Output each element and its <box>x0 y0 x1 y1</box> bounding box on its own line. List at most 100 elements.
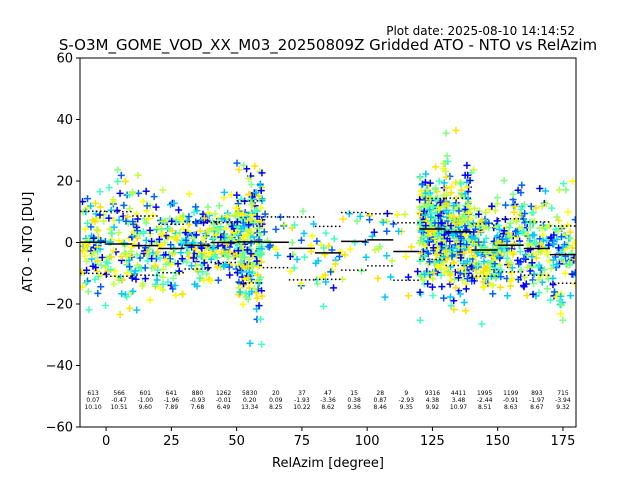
scatter-point <box>288 239 296 247</box>
scatter-point <box>83 266 91 274</box>
scatter-point <box>139 280 147 288</box>
scatter-point <box>125 256 133 264</box>
scatter-point <box>432 184 440 192</box>
scatter-point <box>254 271 262 279</box>
scatter-point <box>480 283 488 291</box>
scatter-point <box>115 237 123 245</box>
scatter-point <box>568 244 576 252</box>
scatter-point <box>478 216 486 224</box>
scatter-point <box>170 274 178 282</box>
scatter-point <box>466 177 474 185</box>
scatter-point <box>450 218 458 226</box>
scatter-point <box>440 294 448 302</box>
scatter-point <box>526 219 534 227</box>
scatter-point <box>481 247 489 255</box>
scatter-point <box>421 232 429 240</box>
x-tick-label: 25 <box>163 434 180 449</box>
scatter-point <box>114 166 122 174</box>
scatter-point <box>243 246 251 254</box>
scatter-point <box>500 227 508 235</box>
scatter-point <box>550 288 558 296</box>
scatter-point <box>473 240 481 248</box>
scatter-point <box>141 275 149 283</box>
scatter-point <box>495 221 503 229</box>
scatter-point <box>427 213 435 221</box>
scatter-point <box>164 278 172 286</box>
bin-count-label: 893 <box>531 390 543 397</box>
scatter-point <box>193 282 201 290</box>
scatter-point <box>346 245 354 253</box>
scatter-point <box>449 244 457 252</box>
scatter-point <box>200 259 208 267</box>
scatter-point <box>466 223 474 231</box>
scatter-point <box>494 253 502 261</box>
scatter-point <box>175 206 183 214</box>
scatter-point <box>442 206 450 214</box>
scatter-point <box>257 315 265 323</box>
scatter-point <box>421 242 429 250</box>
scatter-point <box>244 274 252 282</box>
scatter-point <box>131 267 139 275</box>
bin-mean-label: 3.48 <box>452 397 466 404</box>
scatter-point <box>223 213 231 221</box>
scatter-point <box>389 220 397 228</box>
bin-mean-label: -0.93 <box>190 397 206 404</box>
scatter-point <box>415 209 423 217</box>
scatter-point <box>536 184 544 192</box>
scatter-point <box>239 300 247 308</box>
scatter-point <box>93 247 101 255</box>
scatter-point <box>93 226 101 234</box>
scatter-point <box>420 207 428 215</box>
y-tick-label: 60 <box>56 52 73 67</box>
scatter-point <box>446 172 454 180</box>
scatter-point <box>339 215 347 223</box>
scatter-point <box>455 274 463 282</box>
scatter-point <box>486 280 494 288</box>
scatter-point <box>162 256 170 264</box>
scatter-point <box>183 217 191 225</box>
scatter-point <box>440 179 448 187</box>
scatter-point <box>566 228 574 236</box>
scatter-point <box>226 271 234 279</box>
scatter-point <box>422 222 430 230</box>
scatter-point <box>416 174 424 182</box>
scatter-point <box>117 171 125 179</box>
scatter-point <box>402 253 410 261</box>
scatter-point <box>94 227 102 235</box>
scatter-point <box>129 218 137 226</box>
scatter-point <box>530 231 538 239</box>
scatter-point <box>111 267 119 275</box>
scatter-point <box>202 253 210 261</box>
scatter-point <box>416 272 424 280</box>
scatter-point <box>258 169 266 177</box>
scatter-point <box>148 264 156 272</box>
scatter-point <box>557 301 565 309</box>
scatter-point <box>506 219 514 227</box>
scatter-point <box>556 297 564 305</box>
scatter-point <box>472 266 480 274</box>
y-axis-ticks: −60 −40 −20 0 20 40 60 <box>46 52 80 436</box>
scatter-point <box>126 263 134 271</box>
scatter-point <box>424 237 432 245</box>
scatter-point <box>118 276 126 284</box>
scatter-point <box>388 257 396 265</box>
scatter-point <box>548 204 556 212</box>
scatter-point <box>152 203 160 211</box>
scatter-point <box>297 236 305 244</box>
scatter-point <box>220 262 228 270</box>
scatter-point <box>236 288 244 296</box>
bin-count-label: 1262 <box>216 390 231 397</box>
scatter-point <box>226 248 234 256</box>
scatter-point <box>520 254 528 262</box>
scatter-point <box>90 234 98 242</box>
scatter-point <box>204 203 212 211</box>
bin-std-label: 7.89 <box>165 404 179 411</box>
scatter-point <box>247 181 255 189</box>
scatter-point <box>516 210 524 218</box>
scatter-point <box>381 293 389 301</box>
scatter-point <box>553 260 561 268</box>
bin-mean-label: -1.97 <box>529 397 545 404</box>
scatter-point <box>168 250 176 258</box>
scatter-point <box>356 212 364 220</box>
scatter-point <box>566 261 574 269</box>
